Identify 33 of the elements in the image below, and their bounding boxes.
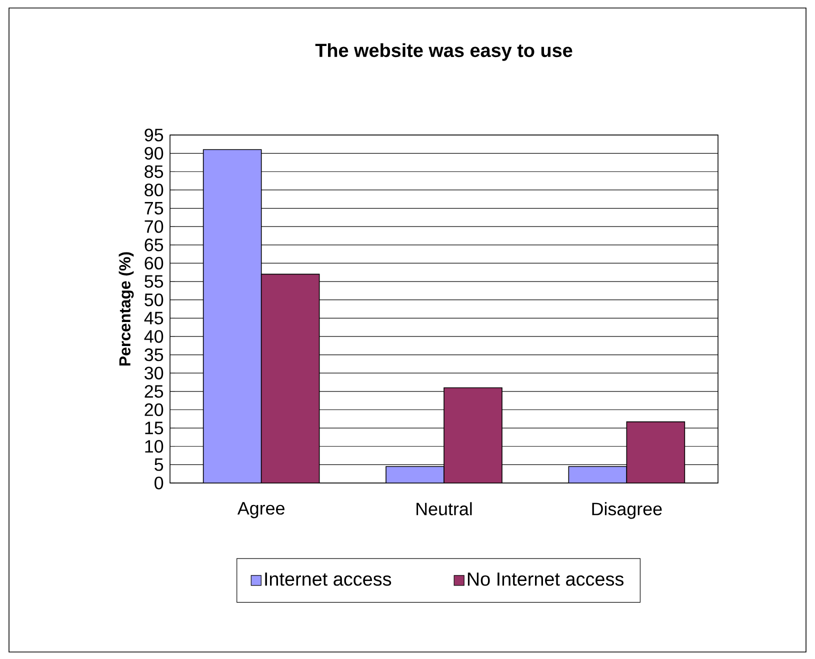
y-tick-label: 30 bbox=[144, 366, 164, 380]
bar bbox=[386, 466, 444, 483]
y-tick-label: 40 bbox=[144, 330, 164, 343]
y-tick-label: 5 bbox=[154, 458, 164, 471]
y-tick-label: 60 bbox=[144, 256, 164, 270]
y-tick-label: 10 bbox=[145, 440, 164, 453]
y-tick-label: 35 bbox=[144, 348, 164, 362]
bar bbox=[568, 466, 628, 483]
bar bbox=[444, 387, 502, 483]
y-tick-label: 80 bbox=[144, 184, 164, 196]
y-tick-label: 20 bbox=[144, 403, 164, 416]
y-tick-label: 95 bbox=[144, 128, 164, 142]
bar bbox=[626, 421, 686, 483]
y-tick-label: 0 bbox=[154, 476, 164, 490]
bar bbox=[202, 149, 262, 483]
bar bbox=[260, 274, 320, 483]
x-tick-label: Disagree bbox=[592, 502, 662, 519]
y-tick-label: 70 bbox=[144, 220, 164, 233]
y-axis-title: Percentage (%) bbox=[118, 252, 134, 366]
y-tick-label: 85 bbox=[144, 165, 164, 178]
y-tick-label: 65 bbox=[144, 238, 164, 252]
y-tick-label: 45 bbox=[144, 312, 164, 324]
x-tick-label: Neutral bbox=[416, 502, 472, 516]
y-tick-label: 25 bbox=[144, 385, 164, 398]
chart-title: The website was easy to use bbox=[315, 43, 572, 61]
y-tick-label: 75 bbox=[144, 202, 164, 215]
y-tick-label: 90 bbox=[144, 146, 164, 160]
y-tick-label: 50 bbox=[144, 293, 164, 306]
x-tick-label: Agree bbox=[237, 502, 284, 518]
y-tick-label: 15 bbox=[145, 422, 164, 434]
legend-label: No Internet access bbox=[468, 572, 624, 586]
legend-label: Internet access bbox=[265, 572, 392, 586]
y-tick-label: 55 bbox=[144, 275, 164, 288]
